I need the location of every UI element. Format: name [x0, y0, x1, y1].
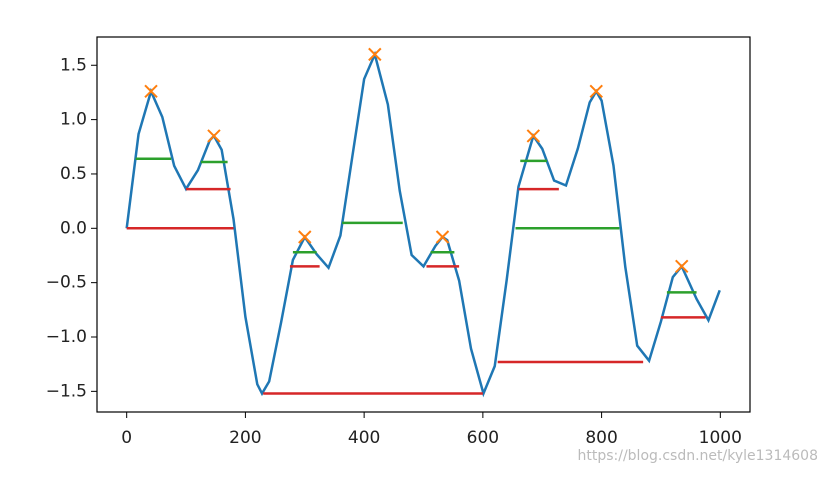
peak-marker — [435, 230, 450, 244]
plot-frame — [96, 36, 751, 413]
y-tick-label: 0.0 — [60, 218, 87, 238]
y-tick-label: 1.0 — [60, 110, 87, 130]
peak-marker — [368, 47, 382, 62]
x-tick-label: 0 — [121, 428, 132, 448]
watermark: https://blog.csdn.net/kyle1314608 — [577, 448, 818, 464]
y-tick-label: −1.5 — [46, 381, 87, 401]
y-tick-label: 1.5 — [60, 55, 87, 75]
x-tick-label: 800 — [585, 428, 617, 448]
y-tick-label: −1.0 — [46, 327, 87, 347]
x-tick-label: 200 — [229, 428, 261, 448]
peak-marker — [298, 230, 312, 244]
x-tick-label: 600 — [467, 428, 499, 448]
peak-marker — [526, 129, 541, 143]
peak-marker — [144, 84, 158, 99]
peak-marker — [589, 84, 603, 99]
x-tick-label: 1000 — [699, 428, 742, 448]
peak-marker — [675, 259, 689, 274]
y-tick-label: 0.5 — [60, 164, 87, 184]
signal-line — [125, 50, 721, 398]
x-tick-label: 400 — [348, 428, 380, 448]
peak-marker — [207, 129, 221, 143]
y-tick-label: −0.5 — [46, 273, 87, 293]
